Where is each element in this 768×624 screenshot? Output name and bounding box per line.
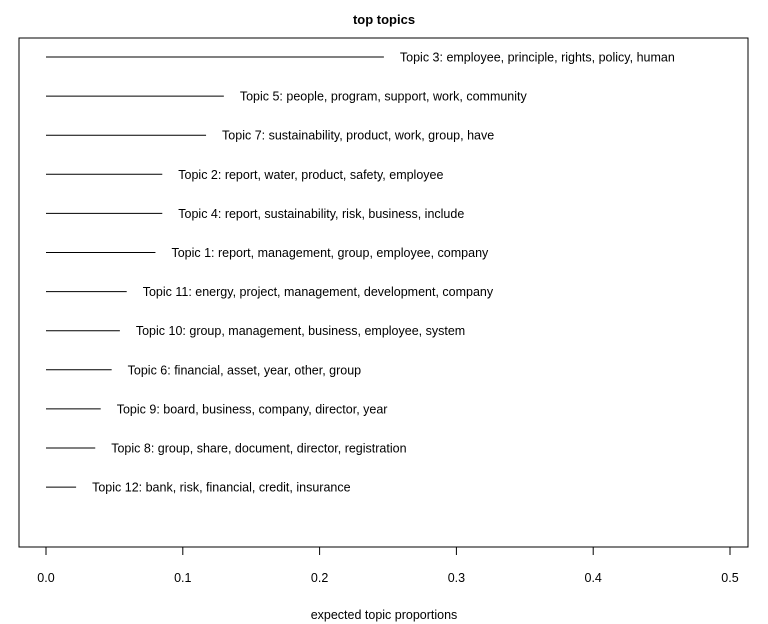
topic-label: Topic 11: energy, project, management, d…	[143, 285, 494, 299]
topic-label: Topic 12: bank, risk, financial, credit,…	[92, 481, 351, 495]
x-tick-label: 0.4	[585, 571, 602, 585]
topic-label: Topic 5: people, program, support, work,…	[240, 90, 528, 104]
topic-label: Topic 1: report, management, group, empl…	[171, 246, 489, 260]
topic-labels: Topic 3: employee, principle, rights, po…	[92, 51, 675, 495]
topic-label: Topic 6: financial, asset, year, other, …	[128, 363, 362, 377]
topic-label: Topic 3: employee, principle, rights, po…	[400, 51, 675, 65]
x-axis: 0.0 0.1 0.2 0.3 0.4 0.5	[37, 546, 739, 585]
chart-title: top topics	[353, 12, 415, 27]
x-tick-label: 0.1	[174, 571, 191, 585]
topic-label: Topic 9: board, business, company, direc…	[117, 402, 388, 416]
x-tick-label: 0.3	[448, 571, 465, 585]
x-tick-label: 0.2	[311, 571, 328, 585]
topic-label: Topic 4: report, sustainability, risk, b…	[178, 207, 464, 221]
x-axis-label: expected topic proportions	[311, 608, 458, 622]
x-tick-label: 0.5	[721, 571, 738, 585]
topic-label: Topic 7: sustainability, product, work, …	[222, 129, 494, 143]
topic-bars	[46, 56, 384, 488]
x-tick-label: 0.0	[37, 571, 54, 585]
topic-label: Topic 2: report, water, product, safety,…	[178, 168, 443, 182]
topic-label: Topic 8: group, share, document, directo…	[111, 442, 406, 456]
topic-label: Topic 10: group, management, business, e…	[136, 324, 465, 338]
